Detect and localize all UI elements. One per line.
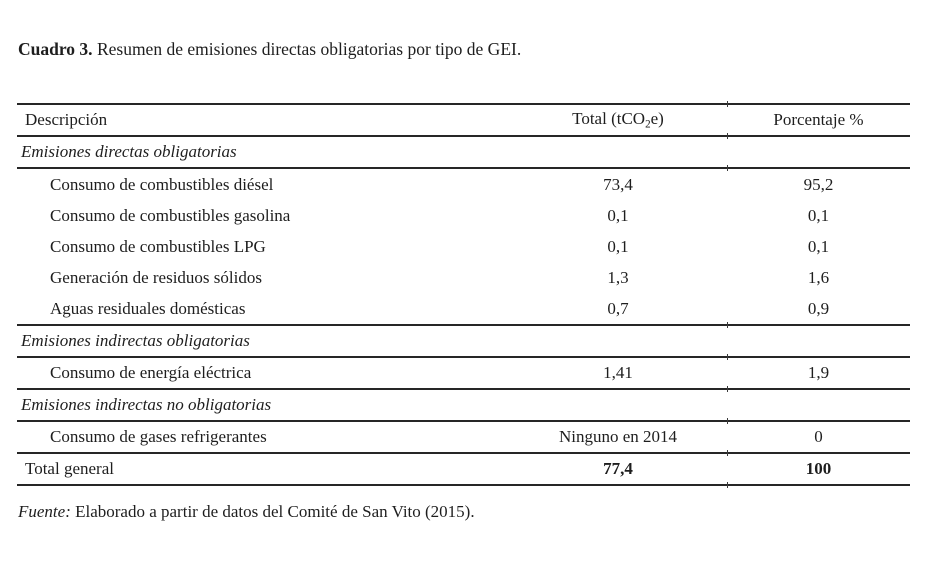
table-header-row: Descripción Total (tCO2e) Porcentaje % [17,105,910,135]
table-row: Consumo de energía eléctrica 1,41 1,9 [17,358,910,388]
row-total-value: 0,1 [607,205,629,225]
total-percent-value: 100 [805,459,832,478]
row-percent-value: 1,6 [807,267,830,287]
section-label: Emisiones indirectas obligatorias [21,331,250,350]
table-rule [17,386,910,392]
row-label: Aguas residuales domésticas [50,298,246,318]
row-percent-value: 0,9 [807,298,830,318]
row-label: Consumo de energía eléctrica [50,363,252,382]
section-label: Emisiones indirectas no obligatorias [21,395,272,414]
row-percent-value: 95,2 [803,174,834,194]
table-rule [17,450,910,456]
row-percent-value: 0,1 [807,205,830,225]
table-rule-bottom [17,482,910,488]
row-percent-value: 1,9 [807,363,830,382]
header-total: Total (tCO2e) [572,109,664,131]
co2-subscript: 2 [645,118,651,131]
table-rule-top [17,101,910,107]
row-total-value: 73,4 [603,174,633,194]
header-percent: Porcentaje % [773,110,864,129]
table-rule [17,133,910,139]
row-percent-value: 0 [814,427,823,446]
table-caption-text: Resumen de emisiones directas obligatori… [96,39,522,59]
row-total-value: Ninguno en 2014 [558,427,677,446]
section-label: Emisiones directas obligatorias [21,142,237,161]
source-note-label: Fuente: [18,502,71,521]
row-total-value: 0,7 [607,298,629,318]
table-row: Consumo de combustibles LPG 0,1 0,1 [17,231,910,262]
row-total-value: 1,41 [603,363,633,382]
row-total-value: 1,3 [607,267,629,287]
row-label: Consumo de combustibles LPG [50,236,266,256]
table-rule [17,354,910,360]
row-percent-value: 0,1 [807,236,830,256]
table-rule [17,165,910,171]
total-total-value: 77,4 [603,459,633,478]
total-label: Total general [25,459,114,478]
table-rule [17,418,910,424]
source-note: Fuente: Elaborado a partir de datos del … [18,502,475,522]
table-row: Consumo de combustibles gasolina 0,1 0,1 [17,200,910,231]
section-row-indirect-nonmandatory: Emisiones indirectas no obligatorias [17,390,910,420]
row-label: Consumo de gases refrigerantes [50,427,267,446]
emissions-table: Descripción Total (tCO2e) Porcentaje % E… [17,101,910,488]
total-row: Total general 77,4 100 [17,454,910,484]
row-label: Generación de residuos sólidos [50,267,262,287]
table-row: Aguas residuales domésticas 0,7 0,9 [17,293,910,324]
table-row: Consumo de gases refrigerantes Ninguno e… [17,422,910,452]
row-label: Consumo de combustibles diésel [50,174,274,194]
table-row: Consumo de combustibles diésel 73,4 95,2 [17,169,910,200]
row-label: Consumo de combustibles gasolina [50,205,291,225]
table-caption-number: Cuadro 3. [18,39,93,59]
table-rule [17,322,910,328]
table-row: Generación de residuos sólidos 1,3 1,6 [17,262,910,293]
header-description: Descripción [25,110,108,129]
table-caption: Cuadro 3. Resumen de emisiones directas … [18,39,521,59]
section-row-direct: Emisiones directas obligatorias [17,137,910,167]
source-note-text: Elaborado a partir de datos del Comité d… [75,502,475,521]
section-row-indirect: Emisiones indirectas obligatorias [17,326,910,356]
row-total-value: 0,1 [607,236,629,256]
